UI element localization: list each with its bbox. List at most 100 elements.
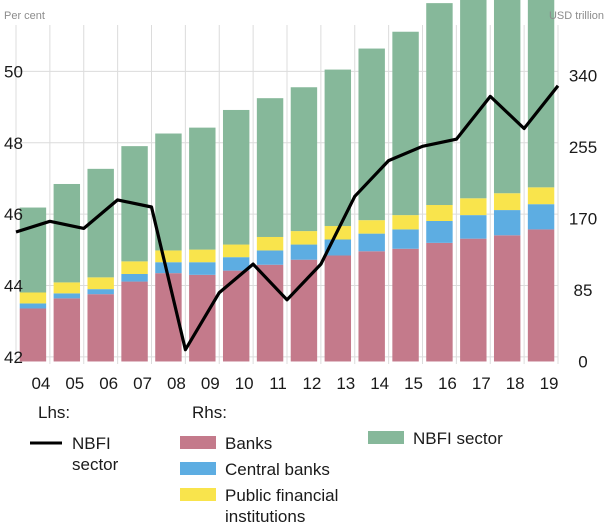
bar-central-banks-05 xyxy=(53,293,81,299)
line-nbfi-sector xyxy=(15,84,560,352)
bar-nbfi-sector-05 xyxy=(53,183,81,283)
bar-central-banks-12 xyxy=(290,244,318,260)
x-tick-label-04: 04 xyxy=(31,374,50,393)
bar-central-banks-19 xyxy=(527,204,555,230)
legend-nbfi-bar-swatch xyxy=(368,431,404,444)
bar-banks-13 xyxy=(324,255,352,362)
bar-public-financial-institutions-15 xyxy=(392,215,419,230)
bar-nbfi-sector-18 xyxy=(493,0,521,194)
x-tick-label-11: 11 xyxy=(269,374,287,393)
x-tick-label-16: 16 xyxy=(438,374,457,393)
bar-banks-16 xyxy=(426,242,453,362)
right-tick-label: 340 xyxy=(569,66,597,85)
bar-banks-15 xyxy=(392,248,419,362)
bar-central-banks-14 xyxy=(358,233,385,252)
bar-public-financial-institutions-17 xyxy=(460,198,487,216)
bar-banks-12 xyxy=(290,259,318,362)
x-axis-ticks: 04 05 06 07 08 09 10 11 12 13 14 15 16 17 18 19 xyxy=(31,374,558,393)
legend-rhs-title: Rhs: xyxy=(192,403,227,422)
bar-central-banks-04 xyxy=(19,303,47,309)
bar-nbfi-sector-09 xyxy=(189,127,216,250)
legend: Lhs: NBFI sector Rhs: Banks Central bank… xyxy=(30,403,503,526)
bar-central-banks-09 xyxy=(189,262,216,275)
bar-nbfi-sector-16 xyxy=(426,3,453,206)
x-tick-label-06: 06 xyxy=(99,374,118,393)
bar-public-financial-institutions-06 xyxy=(87,277,114,290)
bar-banks-04 xyxy=(19,308,47,362)
bar-central-banks-15 xyxy=(392,229,419,249)
left-tick-label: 42 xyxy=(4,348,23,367)
bar-banks-05 xyxy=(53,298,81,362)
x-tick-label-05: 05 xyxy=(65,374,84,393)
bar-central-banks-16 xyxy=(426,220,453,243)
bar-public-financial-institutions-10 xyxy=(222,244,250,258)
bar-banks-06 xyxy=(87,294,114,362)
right-tick-label: 170 xyxy=(569,209,597,228)
legend-public-label-1: Public financial xyxy=(225,486,338,505)
bar-banks-19 xyxy=(527,229,555,362)
x-tick-label-10: 10 xyxy=(235,374,254,393)
x-tick-label-17: 17 xyxy=(472,374,491,393)
bar-public-financial-institutions-14 xyxy=(358,220,385,234)
bar-nbfi-sector-13 xyxy=(324,69,352,227)
bar-public-financial-institutions-04 xyxy=(19,292,47,304)
bar-banks-07 xyxy=(121,281,148,362)
legend-banks-swatch xyxy=(180,436,216,449)
x-tick-label-15: 15 xyxy=(404,374,423,393)
right-axis-ticks: 0 85 170 255 340 xyxy=(569,66,597,371)
legend-central-banks-label: Central banks xyxy=(225,460,330,479)
left-tick-label: 48 xyxy=(4,134,23,153)
right-tick-label: 85 xyxy=(574,281,593,300)
bar-public-financial-institutions-09 xyxy=(189,249,216,263)
bar-public-financial-institutions-07 xyxy=(121,261,148,274)
bar-nbfi-sector-08 xyxy=(155,133,182,251)
bar-nbfi-sector-14 xyxy=(358,48,385,221)
x-tick-label-19: 19 xyxy=(540,374,559,393)
bar-public-financial-institutions-18 xyxy=(493,193,521,211)
bar-public-financial-institutions-12 xyxy=(290,231,318,245)
bar-nbfi-sector-12 xyxy=(290,87,318,232)
bar-nbfi-sector-11 xyxy=(256,98,284,237)
bar-public-financial-institutions-08 xyxy=(155,250,182,263)
bar-central-banks-08 xyxy=(155,262,182,274)
left-axis-unit: Per cent xyxy=(4,10,45,22)
x-tick-label-07: 07 xyxy=(133,374,152,393)
left-tick-label: 44 xyxy=(4,276,23,295)
bar-public-financial-institutions-11 xyxy=(256,236,284,251)
bar-central-banks-10 xyxy=(222,257,250,271)
right-tick-label: 0 xyxy=(578,352,587,371)
bar-banks-11 xyxy=(256,264,284,362)
bar-central-banks-06 xyxy=(87,289,114,295)
x-tick-label-08: 08 xyxy=(167,374,186,393)
legend-lhs-title: Lhs: xyxy=(38,403,70,422)
bar-nbfi-sector-15 xyxy=(392,31,419,216)
left-tick-label: 50 xyxy=(4,62,23,81)
bar-public-financial-institutions-19 xyxy=(527,187,555,205)
legend-central-banks-swatch xyxy=(180,462,216,475)
bar-nbfi-sector-10 xyxy=(222,109,250,245)
x-tick-label-14: 14 xyxy=(370,374,389,393)
bars xyxy=(19,0,555,362)
left-tick-label: 46 xyxy=(4,205,23,224)
x-tick-label-18: 18 xyxy=(506,374,525,393)
bar-central-banks-17 xyxy=(460,215,487,239)
bar-public-financial-institutions-16 xyxy=(426,205,453,221)
x-tick-label-12: 12 xyxy=(302,374,321,393)
line-series xyxy=(15,84,560,352)
bar-public-financial-institutions-05 xyxy=(53,282,81,294)
bar-banks-18 xyxy=(493,235,521,362)
legend-nbfi-line-label-1: NBFI xyxy=(72,434,111,453)
bar-central-banks-18 xyxy=(493,210,521,236)
bar-nbfi-sector-17 xyxy=(460,0,487,199)
right-axis-unit: USD trillion xyxy=(549,10,604,22)
bar-banks-17 xyxy=(460,238,487,362)
legend-banks-label: Banks xyxy=(225,434,272,453)
x-tick-label-13: 13 xyxy=(336,374,355,393)
bar-banks-14 xyxy=(358,251,385,362)
legend-public-swatch xyxy=(180,488,216,501)
left-axis-ticks: 42 44 46 48 50 xyxy=(4,62,23,366)
bar-central-banks-11 xyxy=(256,250,284,265)
legend-nbfi-bar-label: NBFI sector xyxy=(413,429,503,448)
bar-central-banks-07 xyxy=(121,273,148,282)
